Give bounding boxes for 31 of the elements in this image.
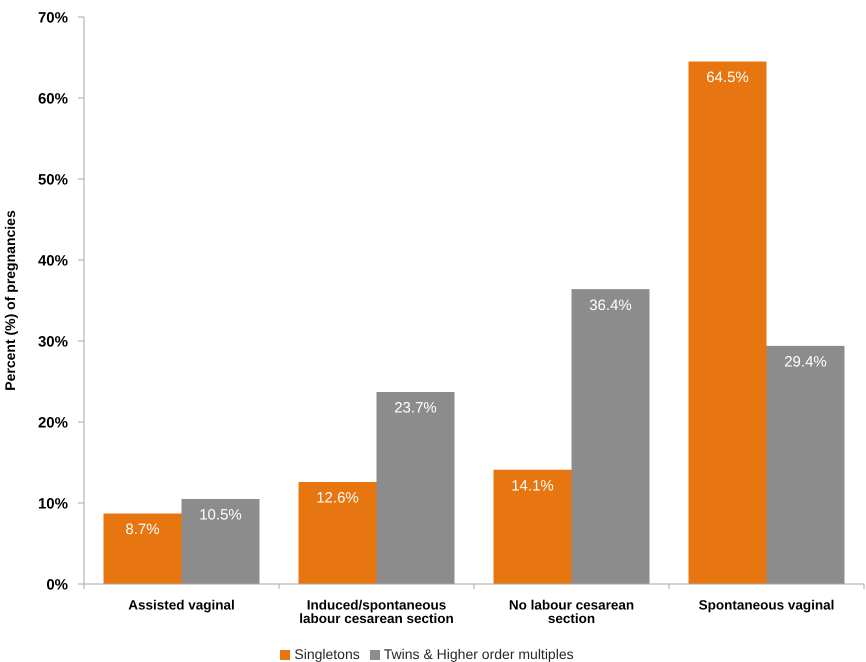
legend-label: Twins & Higher order multiples <box>384 646 574 662</box>
y-tick-label: 0% <box>46 576 68 594</box>
legend-label: Singletons <box>294 646 360 662</box>
bar <box>572 289 650 584</box>
y-tick-label: 10% <box>38 495 68 512</box>
data-label: 14.1% <box>511 477 554 494</box>
y-tick-label: 70% <box>38 9 68 26</box>
y-tick-label: 20% <box>38 414 68 432</box>
y-tick-label: 60% <box>38 90 68 108</box>
bar <box>298 482 376 584</box>
bar <box>688 62 766 584</box>
y-tick-label: 30% <box>38 333 68 350</box>
bar <box>182 498 260 584</box>
y-axis-title: Percent (%) of pregnancies <box>2 210 18 391</box>
x-tick-label: Induced/spontaneous labour cesarean section <box>299 598 454 626</box>
x-tick-label: No labour cesarean section <box>508 598 634 626</box>
x-tick-label: Assisted vaginal <box>128 598 235 613</box>
data-label: 23.7% <box>394 400 437 417</box>
data-label: 10.5% <box>199 506 242 524</box>
bar <box>494 470 572 584</box>
y-tick-label: 50% <box>38 171 68 188</box>
x-tick-label: Spontaneous vaginal <box>698 598 834 613</box>
data-label: 29.4% <box>784 354 827 371</box>
bar <box>766 346 844 584</box>
data-label: 36.4% <box>589 296 632 314</box>
y-tick-label: 40% <box>38 252 68 270</box>
data-label: 8.7% <box>125 521 160 538</box>
bar <box>376 392 454 584</box>
data-label: 12.6% <box>316 490 359 507</box>
bar <box>104 514 182 584</box>
data-label: 64.5% <box>706 69 749 86</box>
